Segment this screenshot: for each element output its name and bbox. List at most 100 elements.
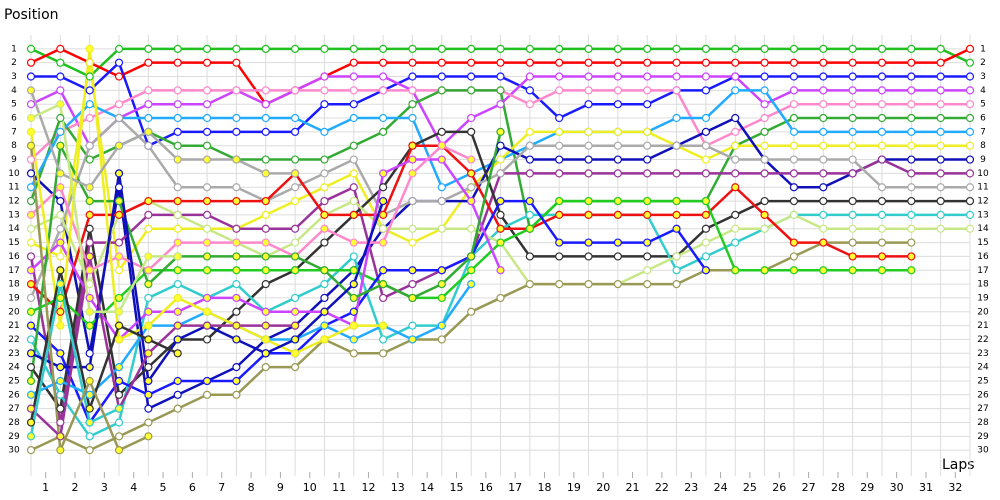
lap-marker [907, 196, 916, 206]
lap-marker [202, 224, 212, 233]
lap-marker [320, 224, 329, 233]
lap-marker [290, 321, 300, 330]
lap-marker [584, 72, 593, 81]
lap-marker [907, 224, 916, 233]
lap-marker [202, 86, 212, 95]
lap-marker [290, 169, 300, 178]
x-tick-label: 18 [538, 481, 552, 494]
lap-marker [701, 252, 711, 261]
x-tick-label: 30 [890, 481, 904, 494]
lap-marker [437, 58, 446, 67]
lap-marker [643, 100, 652, 109]
y-tick-label-right: 24 [977, 363, 989, 373]
lap-marker [936, 100, 945, 109]
lap-marker [731, 266, 740, 275]
lap-marker [26, 127, 36, 136]
lap-marker [936, 44, 945, 53]
lap-marker [144, 418, 153, 427]
lap-marker [232, 363, 241, 372]
lap-marker [232, 376, 241, 386]
lap-marker [26, 335, 36, 344]
lap-marker [349, 321, 358, 330]
lap-marker [672, 113, 681, 123]
y-tick-label-right: 18 [977, 280, 989, 290]
lap-marker [173, 224, 182, 233]
lap-marker [290, 113, 300, 123]
lap-marker [555, 44, 564, 53]
lap-marker [760, 210, 769, 220]
y-tick-label: 22 [8, 335, 19, 345]
y-tick-label-right: 5 [980, 100, 986, 110]
x-tick-label: 2 [72, 481, 79, 494]
lap-marker [877, 155, 887, 164]
lap-marker [760, 266, 769, 275]
x-tick-label: 25 [743, 481, 757, 494]
lap-marker [936, 155, 945, 164]
lap-marker [643, 252, 652, 261]
lap-marker [202, 58, 212, 67]
y-tick-label-right: 8 [980, 141, 986, 151]
lap-marker [965, 100, 975, 109]
lap-marker [173, 266, 182, 275]
lap-marker [202, 113, 212, 123]
x-tick-label: 17 [508, 481, 522, 494]
lap-marker [202, 307, 212, 316]
lap-marker [555, 58, 564, 67]
lap-marker [701, 72, 711, 81]
y-tick-label-right: 16 [977, 252, 989, 262]
lap-marker [114, 363, 124, 372]
x-tick-label: 10 [303, 481, 317, 494]
lap-marker [85, 349, 94, 358]
lap-marker [232, 155, 241, 164]
lap-marker [26, 293, 36, 303]
lap-marker [643, 169, 652, 178]
lap-marker [85, 307, 94, 316]
y-tick-label-right: 1 [980, 44, 986, 54]
lap-marker [936, 113, 945, 123]
lap-marker [232, 183, 241, 192]
lap-marker [408, 169, 417, 178]
lap-marker [731, 141, 740, 150]
lap-marker [408, 196, 417, 206]
lap-marker [907, 169, 916, 178]
lap-marker [819, 183, 828, 192]
lap-marker [643, 127, 652, 136]
y-tick-label-right: 4 [980, 86, 986, 96]
y-tick-label: 29 [8, 432, 20, 442]
lap-marker [290, 307, 300, 316]
lap-marker [613, 127, 622, 136]
x-axis-title: Laps [942, 457, 975, 473]
lap-marker [701, 196, 711, 206]
lap-marker [114, 238, 124, 247]
lap-marker [731, 58, 740, 67]
lap-marker [789, 58, 799, 67]
y-tick-label-right: 14 [977, 224, 989, 234]
lap-marker [672, 141, 681, 150]
lap-marker [555, 169, 564, 178]
lap-marker [584, 252, 593, 261]
lap-marker [936, 169, 945, 178]
lap-marker [643, 58, 652, 67]
lap-marker [232, 44, 241, 53]
lap-marker [408, 72, 417, 81]
lap-marker [379, 169, 388, 178]
lap-marker [232, 238, 241, 247]
lap-marker [555, 86, 564, 95]
lap-marker [290, 86, 300, 95]
lap-marker [261, 44, 270, 53]
x-tick-label: 12 [361, 481, 375, 494]
lap-marker [496, 224, 505, 233]
lap-marker [672, 44, 681, 53]
lap-marker [437, 321, 446, 330]
series-line [30, 102, 178, 314]
lap-marker [613, 252, 622, 261]
lap-marker [467, 72, 476, 81]
lap-marker [26, 390, 36, 399]
lap-marker [320, 321, 329, 330]
lap-marker [701, 58, 711, 67]
lap-marker [907, 72, 916, 81]
lap-marker [467, 44, 476, 53]
lap-marker [584, 127, 593, 136]
lap-marker [26, 113, 36, 123]
lap-marker [701, 169, 711, 178]
